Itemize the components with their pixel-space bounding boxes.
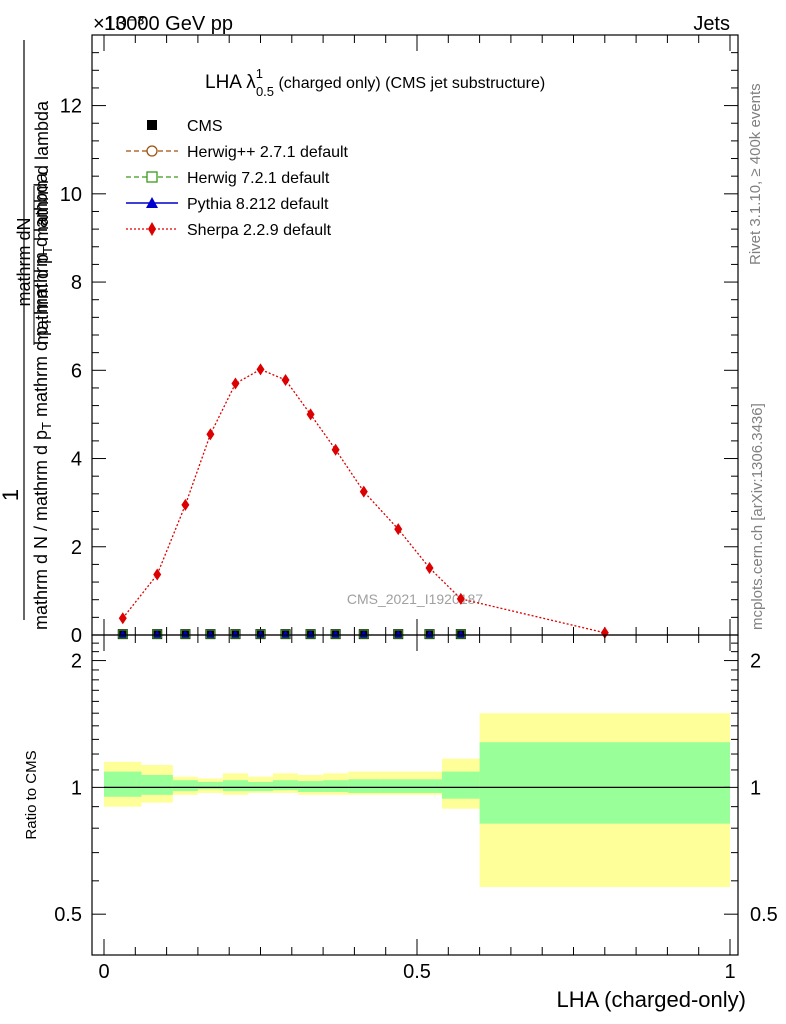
sherpa-point (425, 561, 434, 574)
legend-marker (147, 120, 157, 130)
main-series (117, 363, 609, 640)
y-tick-label: 2 (71, 537, 82, 559)
legend-entry: Herwig 7.2.1 default (126, 170, 330, 187)
x-tick-label: 1 (724, 961, 735, 983)
ratio-inner-band (247, 781, 274, 792)
sherpa-point (153, 568, 162, 581)
ratio-inner-band (197, 781, 223, 790)
ratio-inner-band (222, 780, 248, 792)
legend-marker (146, 197, 158, 208)
ratio-y-tick-label-right: 1 (750, 777, 761, 799)
sherpa-point (359, 485, 368, 498)
ratio-y-axis: 0.5 0.5 1 1 2 2 (54, 642, 778, 926)
y-tick-label: 4 (71, 449, 82, 471)
multiplier-label: ×10⁻³ (93, 13, 144, 35)
plot-title: LHA λ1 0.5 (charged only) (CMS jet substr… (205, 66, 545, 99)
legend-label: Sherpa 2.2.9 default (187, 222, 332, 239)
legend: CMS Herwig++ 2.7.1 default Herwig 7.2.1 de… (126, 118, 349, 239)
ratio-bands (104, 713, 730, 888)
y-tick-label: 12 (60, 96, 82, 118)
ratio-plot-frame (91, 634, 739, 956)
legend-label: Herwig++ 2.7.1 default (187, 144, 349, 161)
ratio-inner-band (379, 779, 443, 793)
ratio-y-tick-label-right: 0.5 (750, 904, 778, 926)
rivet-label: Rivet 3.1.10, ≥ 400k events (747, 83, 764, 265)
ratio-inner-band (104, 771, 142, 797)
sherpa-point (456, 592, 465, 605)
ratio-y-tick-label-left: 0.5 (54, 904, 82, 926)
x-axis-label: LHA (charged-only) (556, 987, 746, 1012)
legend-entry: Pythia 8.212 default (126, 196, 329, 213)
ratio-inner-band (273, 780, 299, 791)
sherpa-point (206, 428, 215, 441)
sherpa-point (118, 612, 127, 625)
sherpa-point (256, 363, 265, 376)
sherpa-point (600, 626, 609, 639)
ylabel-denominator: mathrm d N / mathrm d pT mathrm d pT mat… (31, 172, 54, 630)
legend-label: Herwig 7.2.1 default (187, 170, 330, 187)
x-tick-label: 0 (98, 961, 109, 983)
ylabel-inner-denominator: mathrm d pT mathrm d lambda (32, 100, 55, 345)
x-tick-label: 0.5 (403, 961, 431, 983)
ratio-inner-band (348, 779, 380, 793)
ratio-y-tick-label-left: 1 (71, 777, 82, 799)
ratio-y-tick-label-left: 2 (71, 651, 82, 673)
y-tick-label: 10 (60, 184, 82, 206)
y-tick-label: 8 (71, 272, 82, 294)
mcplots-label: mcplots.cern.ch [arXiv:1306.3436] (749, 403, 766, 630)
legend-label: CMS (187, 118, 223, 135)
legend-marker (146, 171, 158, 183)
legend-entry: CMS (147, 118, 223, 135)
ylabel-numerator: 1 (0, 489, 23, 501)
main-x-axis-ticks (103, 35, 731, 635)
legend-label: Pythia 8.212 default (187, 196, 329, 213)
ratio-inner-band (172, 780, 198, 792)
legend-entry: Herwig++ 2.7.1 default (126, 144, 349, 161)
legend-marker (148, 222, 156, 236)
sherpa-point (331, 443, 340, 456)
ratio-inner-band (442, 771, 480, 799)
ratio-inner-band (323, 780, 349, 793)
ratio-inner-band (479, 742, 730, 824)
y-tick-label: 0 (71, 625, 82, 647)
process-label: Jets (693, 13, 730, 35)
energy-label: 13000 GeV pp (104, 13, 233, 35)
y-tick-label: 6 (71, 360, 82, 382)
sherpa-point (231, 377, 240, 390)
sherpa-point (306, 408, 315, 421)
ratio-y-tick-label-right: 2 (750, 651, 761, 673)
ratio-inner-band (298, 781, 324, 793)
ylabel-inner-numerator: mathrm dN (14, 217, 34, 306)
main-ylabel: 1 mathrm d N / mathrm d pT mathrm d pT m… (0, 40, 55, 630)
legend-marker (146, 145, 158, 157)
analysis-label: CMS_2021_I1920187 (347, 591, 483, 607)
ratio-ylabel: Ratio to CMS (23, 750, 40, 839)
legend-entry: Sherpa 2.2.9 default (126, 222, 332, 239)
sherpa-point (281, 374, 290, 386)
main-y-axis: 0 2 4 6 8 10 12 (60, 52, 738, 647)
ratio-x-axis: 0 0.5 1 (98, 635, 736, 983)
sherpa-point (394, 523, 403, 536)
ratio-inner-band (141, 774, 173, 795)
sherpa-point (181, 498, 190, 511)
